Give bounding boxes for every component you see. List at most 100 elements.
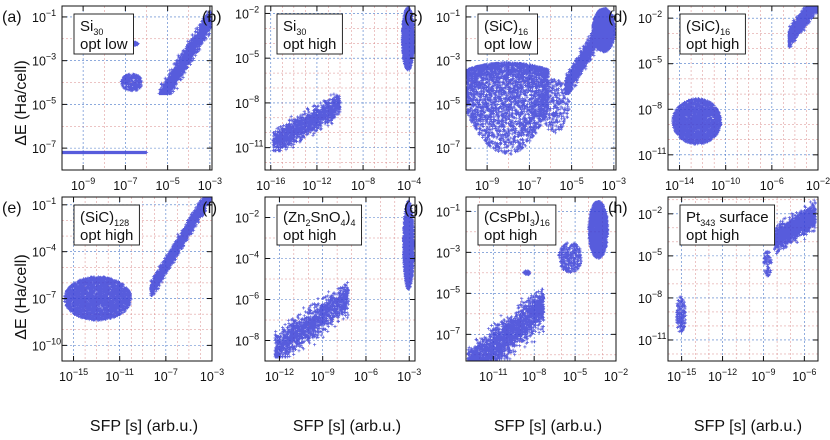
legend-subtitle: opt high	[484, 227, 537, 244]
legend-box: (SiC)16​opt low	[477, 13, 538, 55]
legend-title: (SiC)16​	[484, 18, 528, 37]
y-tick-label: 10−2	[235, 209, 259, 226]
x-tick-label: 10−8	[351, 176, 375, 193]
y-tick-label: 10−11	[235, 139, 264, 156]
scatter-points	[63, 197, 212, 322]
y-tick-label: 10−11	[638, 146, 667, 163]
scatter-points	[671, 6, 818, 146]
scatter-series	[63, 197, 212, 322]
legend-box: Si30​opt high	[276, 13, 343, 55]
y-tick-label: 10−2	[235, 4, 259, 21]
y-tick-label: 10−8	[638, 289, 662, 306]
x-tick-label: 10−3	[397, 367, 421, 384]
x-tick-label: 10−5	[563, 367, 587, 384]
y-tick-label: 10−6	[235, 291, 259, 308]
x-tick-label: 10−5	[560, 176, 584, 193]
scatter-series	[671, 6, 818, 146]
x-tick-label: 10−12	[265, 367, 294, 384]
scatter-points	[466, 200, 610, 361]
x-tick-label: 10−9	[311, 367, 335, 384]
y-tick-label: 10−3	[436, 52, 460, 69]
scatter-points	[273, 199, 415, 359]
panel-5: 10−12 10−9 10−6 10−3 10−2 10−4 10−6 10−8 (f) (Zn2…	[202, 196, 421, 384]
legend-subtitle: opt high	[283, 227, 336, 244]
panel-4: 10−15 10−11 10−7 10−3 10−1 10−4 10−7 10−10 (e) (S…	[2, 196, 224, 384]
scatter-series	[466, 200, 610, 361]
x-tick-label: 10−3	[200, 367, 224, 384]
legend-title: (CsPbI3​)16​	[484, 209, 550, 228]
panel-letter: (e)	[2, 200, 22, 217]
legend-subtitle: opt low	[80, 36, 128, 53]
legend-title: Pt343​ surface	[686, 209, 769, 228]
y-tick-label: 10−8	[638, 100, 662, 117]
y-tick-label: 10−1	[32, 196, 56, 213]
panel-2: 10−9 10−7 10−5 10−3 10−1 10−3 10−5 10−7 (c) (SiC)…	[404, 5, 626, 193]
x-tick-label: 10−2	[604, 367, 628, 384]
x-tick-label: 10−12	[302, 176, 331, 193]
panel-1: 10−16 10−12 10−8 10−4 10−2 10−5 10−8 10−11 (b) Si…	[202, 4, 421, 193]
x-tick-label: 10−7	[154, 367, 178, 384]
scatter-series	[271, 6, 415, 153]
legend-box: (Zn2​SnO4​)4​opt high	[276, 204, 363, 246]
y-tick-label: 10−5	[436, 284, 460, 301]
plot-frame	[667, 196, 819, 362]
y-tick-label: 10−3	[436, 243, 460, 260]
plot-frame	[465, 5, 617, 171]
x-tick-label: 10−9	[71, 176, 95, 193]
x-tick-label: 10−15	[667, 367, 696, 384]
plot-frame	[264, 5, 416, 171]
scatter-points	[675, 198, 817, 334]
legend-title: Si30​	[283, 18, 306, 37]
panel-letter: (b)	[202, 9, 222, 26]
y-tick-label: 10−7	[436, 325, 460, 342]
x-tick-label: 10−6	[760, 176, 784, 193]
panel-letter: (f)	[202, 200, 217, 217]
y-tick-label: 10−3	[32, 52, 56, 69]
scatter-series	[62, 10, 212, 155]
panel-letter: (c)	[404, 9, 423, 26]
y-tick-label: 10−5	[436, 95, 460, 112]
legend-box: (CsPbI3​)16​opt high	[477, 204, 557, 246]
panel-0: 10−9 10−7 10−5 10−3 10−1 10−3 10−5 10−7 (a) Si30​…	[2, 5, 222, 193]
legend-box: (SiC)16​opt high	[679, 13, 746, 55]
legend-box: (SiC)128​opt high	[73, 204, 140, 246]
x-tick-label: 10−5	[156, 176, 180, 193]
scatter-points	[466, 6, 616, 156]
y-tick-label: 10−1	[436, 202, 460, 219]
legend-subtitle: opt high	[80, 227, 133, 244]
scatter-series	[675, 198, 817, 334]
y-tick-label: 10−5	[638, 55, 662, 72]
x-tick-label: 10−3	[602, 176, 626, 193]
y-tick-label: 10−5	[32, 95, 56, 112]
y-tick-label: 10−7	[32, 290, 56, 307]
x-tick-label: 10−15	[59, 367, 88, 384]
y-tick-label: 10−2	[638, 9, 662, 26]
y-tick-label: 10−1	[32, 8, 56, 25]
x-tick-label: 10−4	[397, 176, 421, 193]
legend-subtitle: opt high	[686, 36, 739, 53]
y-tick-label: 10−7	[32, 139, 56, 156]
panel-6: 10−11 10−8 10−5 10−2 10−1 10−3 10−5 10−7 (g) (CsP…	[404, 196, 628, 384]
x-tick-label: 10−16	[256, 176, 285, 193]
legend-title: Si30​	[80, 18, 103, 37]
x-tick-label: 10−7	[517, 176, 541, 193]
x-tick-label: 10−10	[711, 176, 740, 193]
y-tick-label: 10−2	[638, 205, 662, 222]
scatter-series	[466, 6, 616, 156]
plot-frame	[61, 5, 213, 171]
x-tick-label: 10−6	[792, 367, 816, 384]
y-tick-label: 10−10	[32, 336, 61, 353]
legend-subtitle: opt high	[686, 227, 739, 244]
x-tick-label: 10−14	[665, 176, 694, 193]
x-tick-label: 10−3	[198, 176, 222, 193]
legend-title: (SiC)128​	[80, 209, 129, 228]
x-axis-label-a: SFP [s] (arb.u.)	[90, 418, 198, 435]
panel-letter: (d)	[608, 9, 628, 26]
y-axis-label-top: ΔE (Ha/cell)	[13, 60, 30, 145]
x-axis-label-b: SFP [s] (arb.u.)	[293, 418, 401, 435]
x-tick-label: 10−9	[751, 367, 775, 384]
y-tick-label: 10−4	[32, 243, 56, 260]
panels: 10−9 10−7 10−5 10−3 10−1 10−3 10−5 10−7 (a) Si30​…	[2, 4, 830, 384]
panel-letter: (h)	[608, 200, 628, 217]
x-tick-label: 10−12	[708, 367, 737, 384]
